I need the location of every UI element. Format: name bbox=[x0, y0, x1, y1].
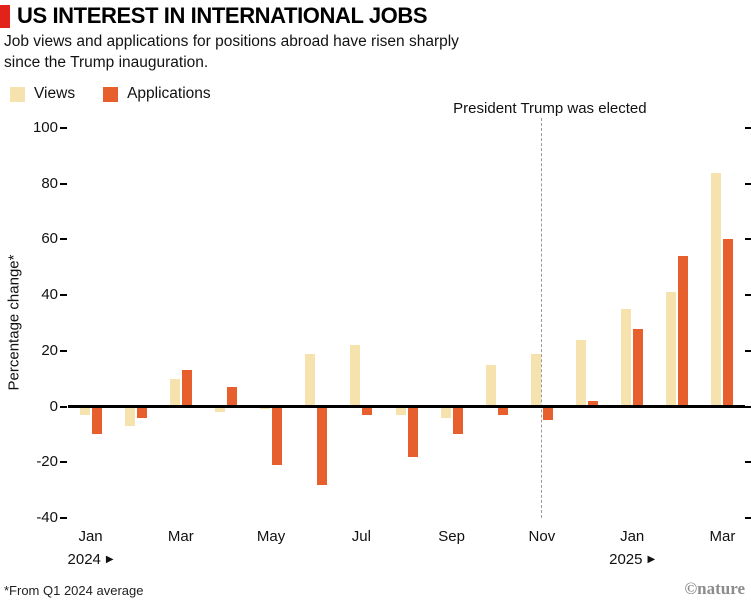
y-tick-mark bbox=[60, 349, 67, 352]
legend-item-views: Views bbox=[10, 85, 75, 103]
y-tick-label: -40 bbox=[36, 509, 58, 526]
applications-bar bbox=[272, 406, 283, 466]
applications-bar bbox=[542, 406, 553, 421]
x-tick-label: Sep bbox=[438, 528, 465, 545]
applications-bar bbox=[136, 406, 147, 418]
y-tick-mark bbox=[60, 517, 67, 519]
y-tick-mark bbox=[60, 182, 67, 185]
y-tick-label: -20 bbox=[36, 453, 58, 471]
legend-label-views: Views bbox=[34, 85, 76, 102]
views-bar bbox=[666, 292, 677, 407]
applications-bar bbox=[407, 406, 418, 457]
views-bar bbox=[395, 406, 406, 415]
y-tick-mark bbox=[745, 294, 751, 297]
title-row: US INTEREST IN INTERNATIONAL JOBS bbox=[0, 3, 428, 28]
y-tick-mark bbox=[60, 127, 67, 129]
views-bar bbox=[530, 353, 541, 407]
views-bar bbox=[440, 406, 451, 418]
year-label: 2025 ▶ bbox=[587, 551, 677, 568]
year-arrow-icon: ▶ bbox=[647, 553, 656, 565]
x-tick-label: Mar bbox=[709, 528, 736, 545]
views-bar bbox=[621, 309, 632, 407]
year-arrow-icon: ▶ bbox=[105, 553, 114, 565]
applications-bar bbox=[362, 406, 373, 415]
views-bar bbox=[711, 172, 722, 407]
brand-accent-block bbox=[0, 5, 10, 28]
y-tick-mark bbox=[745, 517, 751, 519]
applications-bar bbox=[723, 239, 734, 407]
nature-logo: ©nature bbox=[684, 579, 745, 598]
y-tick-mark bbox=[745, 182, 751, 185]
views-bar bbox=[169, 378, 180, 407]
applications-bar bbox=[91, 406, 102, 435]
x-tick-label: Jan bbox=[78, 528, 103, 545]
views-swatch-icon bbox=[10, 86, 25, 102]
y-tick-mark bbox=[60, 461, 67, 464]
legend-label-applications: Applications bbox=[127, 85, 211, 102]
x-tick-label: May bbox=[256, 528, 286, 545]
x-tick-label: Nov bbox=[528, 528, 556, 545]
footnote: *From Q1 2024 average bbox=[4, 583, 144, 598]
x-tick-label: Jul bbox=[351, 528, 371, 545]
views-bar bbox=[576, 339, 587, 407]
y-tick-mark bbox=[60, 294, 67, 297]
y-tick-mark bbox=[745, 461, 751, 464]
y-tick-label: 80 bbox=[41, 174, 58, 192]
applications-swatch-icon bbox=[103, 86, 119, 102]
year-text: 2025 bbox=[609, 551, 643, 568]
x-tick-label: Mar bbox=[167, 528, 194, 545]
year-text: 2024 bbox=[67, 551, 101, 568]
y-tick-mark bbox=[745, 405, 751, 408]
views-bar bbox=[350, 345, 361, 407]
views-bar bbox=[214, 406, 225, 413]
applications-bar bbox=[452, 406, 463, 435]
views-bar bbox=[124, 406, 135, 427]
views-bar bbox=[305, 353, 316, 407]
applications-bar bbox=[497, 406, 508, 415]
applications-bar bbox=[588, 401, 599, 407]
y-tick-mark bbox=[60, 405, 67, 408]
x-tick-label: Jan bbox=[620, 528, 645, 545]
chart-subtitle: Job views and applications for positions… bbox=[4, 33, 459, 72]
y-tick-label: 0 bbox=[49, 397, 58, 415]
zero-axis-line bbox=[68, 405, 745, 409]
y-tick-label: 20 bbox=[41, 341, 58, 359]
applications-bar bbox=[678, 256, 689, 407]
y-tick-mark bbox=[745, 127, 751, 129]
chart-title: US INTEREST IN INTERNATIONAL JOBS bbox=[17, 3, 428, 28]
y-tick-label: 40 bbox=[41, 286, 58, 304]
legend: Views Applications bbox=[10, 85, 211, 103]
views-bar bbox=[79, 406, 90, 415]
y-tick-mark bbox=[60, 238, 67, 241]
year-label: 2024 ▶ bbox=[46, 551, 136, 568]
y-tick-label: 100 bbox=[32, 119, 58, 136]
y-tick-label: 60 bbox=[41, 230, 58, 248]
views-bar bbox=[485, 364, 496, 407]
applications-bar bbox=[317, 406, 328, 485]
y-tick-mark bbox=[745, 238, 751, 241]
election-line bbox=[541, 118, 543, 518]
legend-item-applications: Applications bbox=[103, 85, 211, 103]
election-annotation: President Trump was elected bbox=[453, 100, 647, 117]
applications-bar bbox=[226, 387, 237, 407]
applications-bar bbox=[633, 328, 644, 407]
applications-bar bbox=[181, 370, 192, 407]
y-tick-mark bbox=[745, 349, 751, 352]
